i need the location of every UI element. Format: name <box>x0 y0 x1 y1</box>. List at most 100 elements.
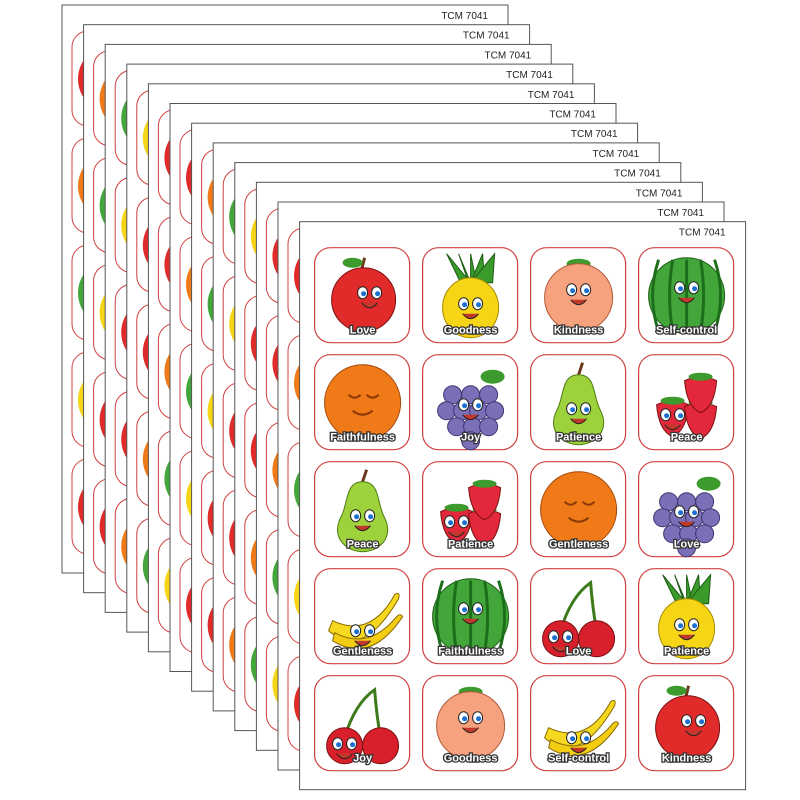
grape <box>695 524 715 544</box>
sheet-code: TCM 7041 <box>657 208 704 219</box>
sheet-code: TCM 7041 <box>636 188 683 199</box>
pupil <box>368 514 374 520</box>
pear <box>553 374 605 446</box>
sticker-label: Faithfulness <box>330 432 395 444</box>
sheet-code: TCM 7041 <box>614 169 661 180</box>
mouth <box>552 646 569 653</box>
sticker-label: Goodness <box>444 325 498 337</box>
pupil <box>462 520 468 526</box>
sticker: Love <box>638 461 735 558</box>
sticker-label: Gentleness <box>549 539 608 551</box>
grape <box>479 417 499 437</box>
stripe <box>483 580 490 653</box>
eyes <box>347 393 380 416</box>
pupil <box>462 607 468 613</box>
sheet-code: TCM 7041 <box>463 31 510 42</box>
mouth <box>448 531 465 538</box>
sticker: Kindness <box>638 675 735 772</box>
sheet-code: TCM 7041 <box>593 149 640 160</box>
sticker-label: Faithfulness <box>438 646 503 658</box>
pupil <box>584 736 590 742</box>
pupil <box>678 510 684 516</box>
leaf <box>480 369 505 384</box>
apple <box>655 695 721 761</box>
grape <box>443 385 463 405</box>
sticker: Joy <box>422 354 519 451</box>
sticker: Self-control <box>638 247 735 344</box>
sticker: Kindness <box>530 247 627 344</box>
sticker-label: Gentleness <box>333 646 392 658</box>
pupil <box>664 413 670 419</box>
sticker-label: Joy <box>353 753 373 765</box>
sticker: Love <box>314 247 411 344</box>
mouth <box>570 747 587 754</box>
pupil <box>552 635 558 641</box>
mouth <box>678 521 695 528</box>
sticker-label: Patience <box>448 539 493 551</box>
mouth <box>664 424 681 431</box>
pupil <box>685 719 691 725</box>
mouth <box>570 418 587 425</box>
leaf <box>342 257 363 268</box>
sticker-label: Love <box>566 646 592 658</box>
stripe <box>497 580 507 654</box>
cherry <box>578 620 616 658</box>
pineapple <box>442 277 500 339</box>
sheet: TCM 7041 Love Goodness Kindness Self-control… <box>299 221 747 791</box>
sticker-label: Love <box>350 325 376 337</box>
mouth <box>678 297 695 304</box>
sticker: Gentleness <box>314 568 411 665</box>
mouth <box>462 727 479 734</box>
sheet-code: TCM 7041 <box>549 110 596 121</box>
pupil <box>476 716 482 722</box>
sheet-code: TCM 7041 <box>679 228 726 239</box>
sheet-code: TCM 7041 <box>506 70 553 81</box>
peach <box>544 263 614 333</box>
pear <box>337 481 389 553</box>
sticker-label: Peace <box>347 539 379 551</box>
mouth <box>354 525 371 532</box>
sheet-code: TCM 7041 <box>571 129 618 140</box>
pupil <box>692 623 698 629</box>
pupil <box>448 520 454 526</box>
cherry <box>362 727 400 765</box>
mouth <box>570 299 587 306</box>
grape <box>485 401 505 421</box>
sticker: Goodness <box>422 247 519 344</box>
pupil <box>462 302 468 308</box>
grape <box>677 538 697 558</box>
grape <box>659 492 679 512</box>
sticker-label: Kindness <box>662 753 712 765</box>
sticker: Goodness <box>422 675 519 772</box>
banana <box>332 614 404 650</box>
leaf <box>444 503 469 512</box>
mouth <box>354 640 371 647</box>
pupil <box>368 629 374 635</box>
mouth <box>336 753 353 760</box>
sticker: Faithfulness <box>314 354 411 451</box>
stem <box>361 469 369 483</box>
sheet-code: TCM 7041 <box>485 50 532 61</box>
pupil <box>678 413 684 419</box>
grape <box>461 431 481 451</box>
pupil <box>584 288 590 294</box>
mouth <box>462 313 479 320</box>
leaf <box>688 372 713 381</box>
pupil <box>336 742 342 748</box>
pupil <box>692 286 698 292</box>
pupil <box>354 629 360 635</box>
stripe <box>668 259 675 332</box>
stem <box>559 579 599 632</box>
sticker: Patience <box>530 354 627 451</box>
sticker-label: Patience <box>664 646 709 658</box>
banana <box>548 721 620 757</box>
pupil <box>375 291 381 297</box>
grape <box>437 401 457 421</box>
mouth <box>361 302 378 309</box>
sticker: Faithfulness <box>422 568 519 665</box>
leaf <box>696 476 721 491</box>
pupil <box>678 286 684 292</box>
mouth <box>462 414 479 421</box>
pupil <box>476 403 482 409</box>
